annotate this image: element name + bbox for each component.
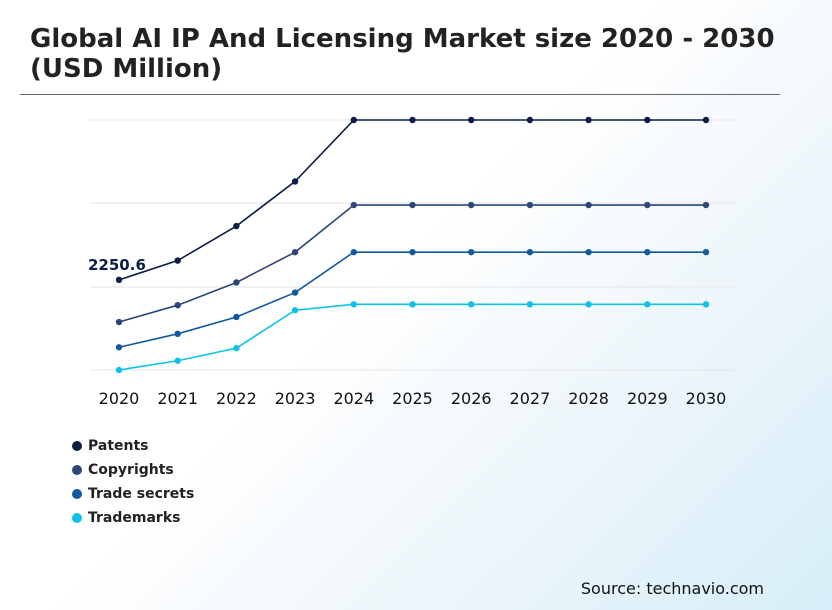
point-copyrights-2028 (585, 201, 592, 209)
point-trademarks-2024 (350, 301, 357, 308)
point-patents-2026 (468, 116, 475, 124)
legend-marker-trade-secrets (72, 489, 82, 499)
point-trade-secrets-2025 (409, 248, 416, 256)
legend: Patents Copyrights Trade secrets Tradema… (72, 434, 194, 530)
point-patents-2021 (174, 257, 181, 264)
point-patents-2030 (702, 116, 710, 124)
point-copyrights-2027 (526, 201, 534, 209)
series-line-trademarks (118, 303, 706, 371)
point-trade-secrets-2027 (526, 248, 534, 256)
title-line-2: (USD Million) (30, 54, 223, 84)
point-patents-2027 (526, 116, 534, 124)
x-tick-label-2023: 2023 (275, 389, 316, 408)
point-patents-2022 (233, 222, 240, 230)
x-tick-label-2026: 2026 (451, 389, 492, 408)
x-tick-label-2020: 2020 (99, 389, 140, 408)
legend-item-trade-secrets: Trade secrets (72, 482, 194, 506)
x-tick-label-2024: 2024 (333, 389, 374, 408)
point-trademarks-2025 (409, 301, 416, 308)
series-line-trade-secrets (118, 251, 706, 349)
point-trademarks-2023 (291, 307, 299, 314)
point-trade-secrets-2023 (291, 289, 299, 296)
point-trade-secrets-2024 (350, 248, 357, 256)
point-trade-secrets-2029 (644, 248, 651, 256)
point-copyrights-2030 (702, 201, 710, 209)
point-patents-2029 (644, 116, 651, 124)
title-line-1: Global AI IP And Licensing Market size 2… (30, 24, 775, 54)
point-patents-2020 (115, 276, 123, 284)
point-trademarks-2029 (644, 301, 651, 308)
point-patents-2025 (409, 116, 416, 124)
legend-marker-copyrights (72, 465, 82, 475)
point-copyrights-2029 (644, 201, 651, 209)
point-trademarks-2022 (233, 344, 240, 352)
point-trade-secrets-2022 (233, 313, 240, 321)
point-trade-secrets-2020 (115, 344, 123, 351)
point-copyrights-2026 (468, 201, 475, 209)
point-trademarks-2026 (468, 301, 475, 308)
x-tick-label-2029: 2029 (627, 389, 668, 408)
point-copyrights-2023 (291, 248, 299, 256)
point-trademarks-2028 (585, 301, 592, 308)
point-trademarks-2020 (115, 366, 123, 374)
legend-item-copyrights: Copyrights (72, 458, 194, 482)
point-trademarks-2021 (174, 357, 181, 364)
legend-label-trade-secrets: Trade secrets (88, 486, 195, 502)
point-trade-secrets-2030 (702, 248, 710, 256)
x-tick-label-2028: 2028 (568, 389, 609, 408)
chart-title: Global AI IP And Licensing Market size 2… (30, 24, 830, 84)
point-copyrights-2020 (115, 318, 123, 326)
point-patents-2023 (291, 178, 299, 185)
point-trade-secrets-2021 (174, 330, 181, 338)
point-patents-2028 (585, 116, 592, 124)
point-trademarks-2027 (526, 301, 534, 308)
x-tick-label-2027: 2027 (510, 389, 551, 408)
point-copyrights-2024 (350, 201, 357, 209)
legend-item-patents: Patents (72, 434, 194, 458)
x-tick-label-2030: 2030 (686, 389, 727, 408)
series-line-patents (118, 119, 706, 281)
point-patents-2024 (350, 116, 357, 124)
point-copyrights-2021 (174, 301, 181, 309)
legend-label-copyrights: Copyrights (88, 462, 174, 478)
point-trade-secrets-2028 (585, 248, 592, 256)
title-divider (20, 94, 780, 95)
x-tick-label-2022: 2022 (216, 389, 257, 408)
source-credit: Source: technavio.com (580, 579, 764, 598)
point-copyrights-2025 (409, 201, 416, 209)
legend-label-patents: Patents (88, 438, 149, 454)
legend-label-trademarks: Trademarks (88, 510, 181, 526)
point-trade-secrets-2026 (468, 248, 475, 256)
legend-item-trademarks: Trademarks (72, 506, 194, 530)
point-copyrights-2022 (233, 279, 240, 286)
legend-marker-patents (72, 441, 82, 451)
x-tick-label-2021: 2021 (157, 389, 198, 408)
data-label-patents-2020: 2250.6 (88, 256, 146, 274)
legend-marker-trademarks (72, 513, 82, 523)
x-tick-label-2025: 2025 (392, 389, 433, 408)
point-trademarks-2030 (702, 301, 710, 308)
